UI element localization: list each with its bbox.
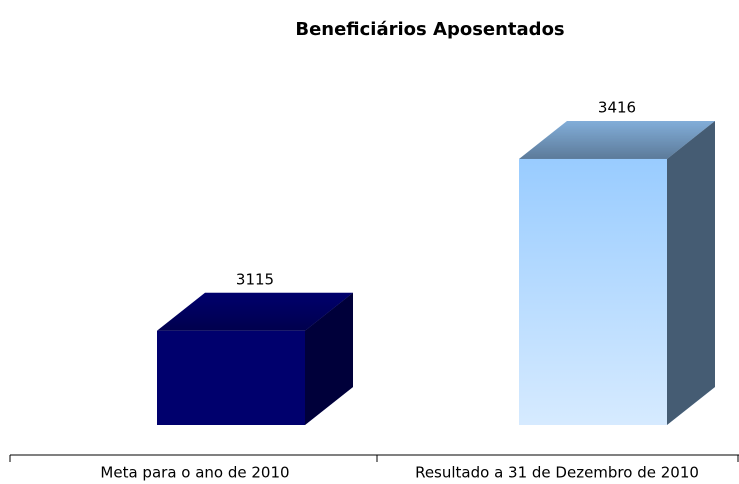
bar-shade [157,330,305,425]
bar-top-shade [519,120,715,159]
bar [157,330,305,425]
bar-side-shade [305,292,353,425]
data-label: 3115 [236,270,274,288]
bar-side-shade [667,120,715,425]
x-tick-label: Resultado a 31 de Dezembro de 2010 [415,464,699,482]
x-tick-label: Meta para o ano de 2010 [100,464,289,482]
chart-title: Beneficiários Aposentados [295,19,564,40]
bar-top-shade [157,292,353,331]
bar-shade [519,158,667,425]
data-label: 3416 [598,98,636,116]
